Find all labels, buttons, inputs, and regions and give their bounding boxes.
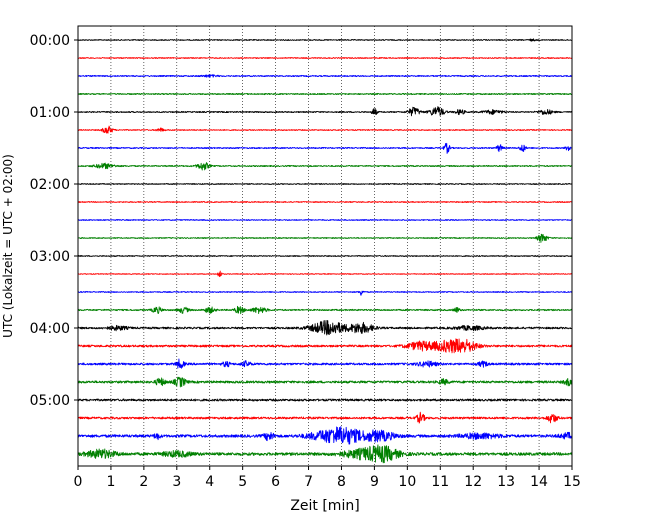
x-tick-label: 7 xyxy=(304,474,313,490)
trace-0530 xyxy=(77,426,573,445)
x-tick-label: 10 xyxy=(398,474,416,490)
x-tick-label: 2 xyxy=(139,474,148,490)
trace-0400 xyxy=(77,320,573,336)
trace-0445 xyxy=(77,376,573,388)
trace-0430 xyxy=(77,358,573,369)
grid-lines xyxy=(110,26,540,466)
y-axis-label: UTC (Lokalzeit = UTC + 02:00) xyxy=(1,154,15,338)
trace-0315 xyxy=(77,270,573,278)
trace-0330 xyxy=(77,290,573,296)
y-tick-label: 01:00 xyxy=(30,105,70,121)
plot-frame xyxy=(77,25,573,467)
trace-0100 xyxy=(77,106,573,117)
x-tick-label: 15 xyxy=(563,474,581,490)
trace-0215 xyxy=(77,201,573,203)
x-tick-label: 11 xyxy=(431,474,449,490)
trace-0545 xyxy=(77,444,573,464)
y-tick-label: 00:00 xyxy=(30,33,70,49)
trace-0115 xyxy=(77,125,573,134)
x-tick-label: 12 xyxy=(464,474,482,490)
y-tick-label: 04:00 xyxy=(30,321,70,337)
x-tick-label: 9 xyxy=(370,474,379,490)
trace-0245 xyxy=(77,233,573,243)
x-axis-label: Zeit [min] xyxy=(290,498,359,514)
trace-0000 xyxy=(77,38,573,42)
x-tick-label: 6 xyxy=(271,474,280,490)
trace-0345 xyxy=(77,305,573,315)
trace-0500 xyxy=(77,398,573,402)
x-tick-label: 5 xyxy=(238,474,247,490)
y-tick-label: 05:00 xyxy=(30,393,70,409)
x-tick-label: 0 xyxy=(74,474,83,490)
trace-0130 xyxy=(77,142,573,154)
trace-0515 xyxy=(77,411,573,424)
trace-0045 xyxy=(77,92,573,96)
x-tick-label: 1 xyxy=(106,474,115,490)
x-tick-label: 13 xyxy=(497,474,515,490)
trace-0145 xyxy=(77,162,573,171)
x-tick-label: 8 xyxy=(337,474,346,490)
x-tick-label: 4 xyxy=(205,474,214,490)
trace-0230 xyxy=(77,219,573,221)
plot-area xyxy=(78,26,572,466)
trace-group xyxy=(77,38,573,464)
y-axis-ticks: 00:00 01:00 02:00 03:00 04:00 05:00 xyxy=(30,33,78,409)
y-tick-label: 02:00 xyxy=(30,177,70,193)
y-tick-label: 03:00 xyxy=(30,249,70,265)
x-tick-label: 14 xyxy=(530,474,548,490)
x-axis-ticks: 0 1 2 3 4 5 6 7 8 9 10 11 12 13 14 15 xyxy=(74,466,581,490)
trace-0015 xyxy=(77,57,573,59)
x-tick-label: 3 xyxy=(172,474,181,490)
trace-0415 xyxy=(77,338,573,354)
trace-0030 xyxy=(77,74,573,78)
trace-0200 xyxy=(77,183,573,185)
trace-0300 xyxy=(77,255,573,257)
